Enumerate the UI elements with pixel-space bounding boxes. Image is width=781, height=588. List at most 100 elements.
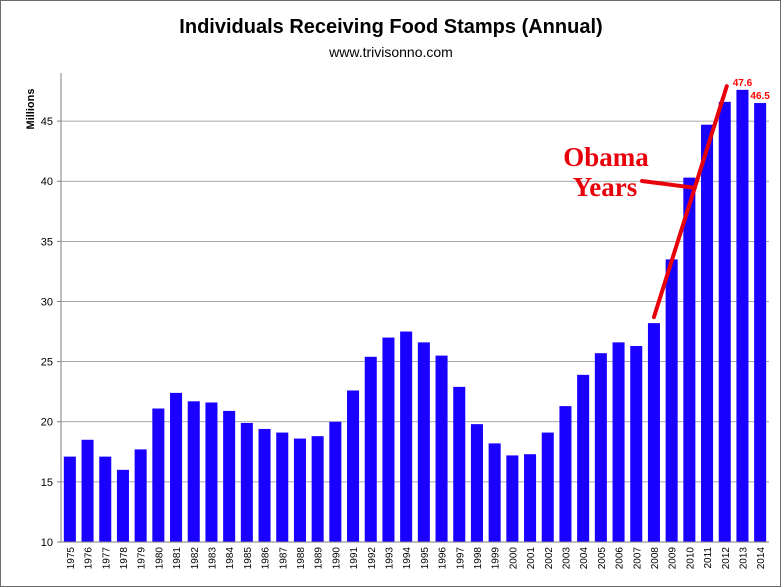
x-tick-label: 1994 [402, 547, 413, 570]
x-tick-label: 1997 [455, 547, 466, 570]
x-tick-label: 1977 [101, 547, 112, 570]
x-tick-label: 2004 [579, 547, 590, 570]
y-tick-label: 45 [41, 116, 53, 128]
x-tick-label: 1981 [172, 547, 183, 570]
x-tick-label: 2002 [544, 547, 555, 570]
y-tick-label: 10 [41, 537, 53, 549]
bar [293, 438, 306, 542]
bar [382, 337, 395, 542]
bar [152, 408, 165, 542]
x-tick-label: 2001 [526, 547, 537, 570]
bar [559, 406, 572, 542]
x-tick-label: 1993 [384, 547, 395, 570]
annotation-leader [640, 179, 697, 190]
x-tick-label: 2012 [721, 547, 732, 570]
y-tick-label: 35 [41, 236, 53, 248]
bar [240, 422, 253, 542]
y-tick-label: 30 [41, 296, 53, 308]
bar [577, 374, 590, 542]
bar [205, 402, 218, 542]
x-tick-label: 2005 [597, 547, 608, 570]
bar [400, 331, 413, 542]
x-tick-label: 2008 [650, 547, 661, 570]
bar [258, 428, 271, 542]
bar [223, 410, 236, 542]
annotation-text: Years [573, 172, 637, 202]
bar [435, 355, 448, 542]
bar [81, 439, 94, 542]
bar [754, 103, 767, 543]
bar [488, 443, 501, 542]
bar [187, 401, 200, 542]
bar [647, 323, 660, 542]
bar [524, 454, 537, 542]
chart-subtitle: www.trivisonno.com [328, 44, 453, 60]
x-tick-label: 1999 [491, 547, 502, 570]
axes: 10 15 20 25 30 35 40 45 1975 1976 1977 1978 1979 1980… [41, 73, 769, 569]
x-tick-label: 1979 [137, 547, 148, 570]
x-tick-label: 2007 [632, 547, 643, 570]
bar [347, 390, 360, 542]
x-tick-label: 1990 [331, 547, 342, 570]
chart-title: Individuals Receiving Food Stamps (Annua… [179, 16, 602, 38]
bar [311, 436, 324, 542]
x-tick-label: 1982 [190, 547, 201, 570]
annotation-text: Obama [563, 142, 649, 172]
bar [276, 432, 289, 542]
y-tick-label: 20 [41, 417, 53, 429]
x-tick-label: 1988 [296, 547, 307, 570]
bar [134, 449, 147, 542]
bar [506, 455, 519, 542]
bar [612, 342, 625, 542]
x-tick-label: 2014 [756, 547, 767, 570]
x-tick-label: 2000 [508, 547, 519, 570]
bar [736, 89, 749, 543]
y-tick-label: 40 [41, 176, 53, 188]
bar [470, 424, 483, 542]
bar [683, 177, 696, 543]
x-tick-label: 2009 [668, 547, 679, 570]
x-tick-label: 1978 [119, 547, 130, 570]
bar [701, 124, 714, 542]
x-tick-label: 1980 [154, 547, 165, 570]
x-tick-label: 1986 [261, 547, 272, 570]
bar [116, 469, 129, 542]
x-tick-label: 1989 [314, 547, 325, 570]
x-tick-label: 2011 [703, 547, 714, 569]
y-axis-label: Millions [25, 89, 37, 130]
data-labels: 47.6 46.5 [733, 78, 771, 102]
data-label: 46.5 [750, 91, 770, 102]
bar [329, 421, 342, 542]
bar [453, 386, 466, 542]
data-label: 47.6 [733, 78, 753, 89]
x-tick-label: 1985 [243, 547, 254, 570]
annotation-line [651, 84, 729, 320]
bar [630, 345, 643, 542]
bar [417, 342, 430, 542]
x-tick-label: 1976 [84, 547, 95, 570]
x-tick-label: 2006 [615, 547, 626, 570]
x-tick-label: 1992 [367, 547, 378, 570]
x-tick-label: 1975 [66, 547, 77, 570]
bar [99, 456, 112, 542]
x-tick-label: 2013 [738, 547, 749, 570]
x-tick-label: 1995 [420, 547, 431, 570]
x-tick-label: 1991 [349, 547, 360, 570]
bar [541, 432, 554, 542]
x-tick-label: 1996 [438, 547, 449, 570]
bar [63, 456, 76, 542]
x-tick-label: 2010 [685, 547, 696, 570]
y-tick-label: 25 [41, 357, 53, 369]
y-tick-label: 15 [41, 477, 53, 489]
bar [364, 356, 377, 542]
bar [718, 101, 731, 542]
bar [594, 353, 607, 542]
x-tick-label: 1987 [278, 547, 289, 570]
bar [170, 392, 183, 542]
bars [63, 89, 767, 543]
x-tick-label: 1983 [207, 547, 218, 570]
x-tick-label: 2003 [561, 547, 572, 570]
x-tick-label: 1998 [473, 547, 484, 570]
